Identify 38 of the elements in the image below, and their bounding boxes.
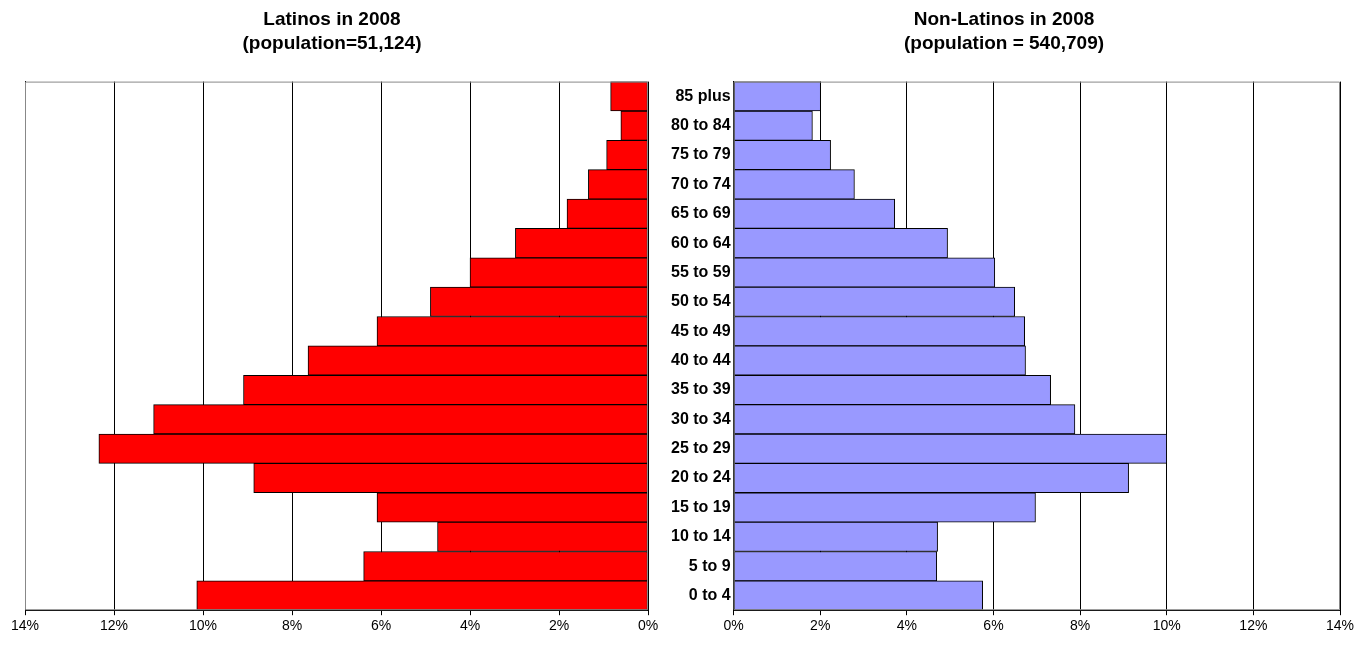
y-tick-label: 5 to 9 — [688, 556, 731, 574]
y-tick-label: 75 to 79 — [670, 145, 731, 163]
y-tick-label: 60 to 64 — [670, 233, 731, 251]
chart-title: Non-Latinos in 2008 — [913, 7, 1095, 29]
x-tick-label: 14% — [10, 617, 40, 634]
x-tick-label: 14% — [1325, 617, 1355, 634]
chart-title: Latinos in 2008 — [263, 7, 401, 29]
x-tick-label: 12% — [1239, 617, 1268, 634]
x-tick-label: 2% — [810, 617, 831, 634]
y-tick-label: 85 plus — [675, 86, 731, 104]
y-tick-label: 40 to 44 — [670, 350, 731, 368]
y-tick-label: 50 to 54 — [670, 292, 731, 310]
x-tick-label: 0% — [723, 617, 744, 634]
y-tick-label: 15 to 19 — [670, 497, 731, 515]
y-tick-label: 65 to 69 — [670, 204, 731, 222]
chart-subtitle: (population = 540,709) — [903, 32, 1105, 54]
y-tick-label: 30 to 34 — [670, 409, 731, 427]
x-tick-label: 8% — [1069, 617, 1091, 634]
x-tick-label: 0% — [637, 617, 659, 634]
y-tick-label: 70 to 74 — [670, 174, 731, 192]
y-tick-label: 0 to 4 — [688, 585, 731, 603]
x-tick-label: 2% — [548, 617, 570, 634]
x-tick-label: 12% — [99, 617, 129, 634]
y-tick-label: 55 to 59 — [670, 262, 731, 280]
x-tick-label: 4% — [896, 617, 917, 634]
x-tick-label: 4% — [459, 617, 481, 634]
x-tick-label: 6% — [983, 617, 1004, 634]
x-tick-label: 10% — [188, 617, 218, 634]
y-tick-label: 80 to 84 — [670, 116, 731, 134]
y-tick-label: 35 to 39 — [670, 380, 731, 398]
y-tick-label: 45 to 49 — [670, 321, 731, 339]
chart-subtitle: (population=51,124) — [242, 32, 422, 54]
x-tick-label: 6% — [370, 617, 392, 634]
x-tick-label: 8% — [281, 617, 303, 634]
y-tick-label: 20 to 24 — [670, 468, 731, 486]
y-tick-label: 25 to 29 — [670, 439, 731, 457]
y-tick-label: 10 to 14 — [670, 527, 731, 545]
x-tick-label: 10% — [1152, 617, 1181, 634]
